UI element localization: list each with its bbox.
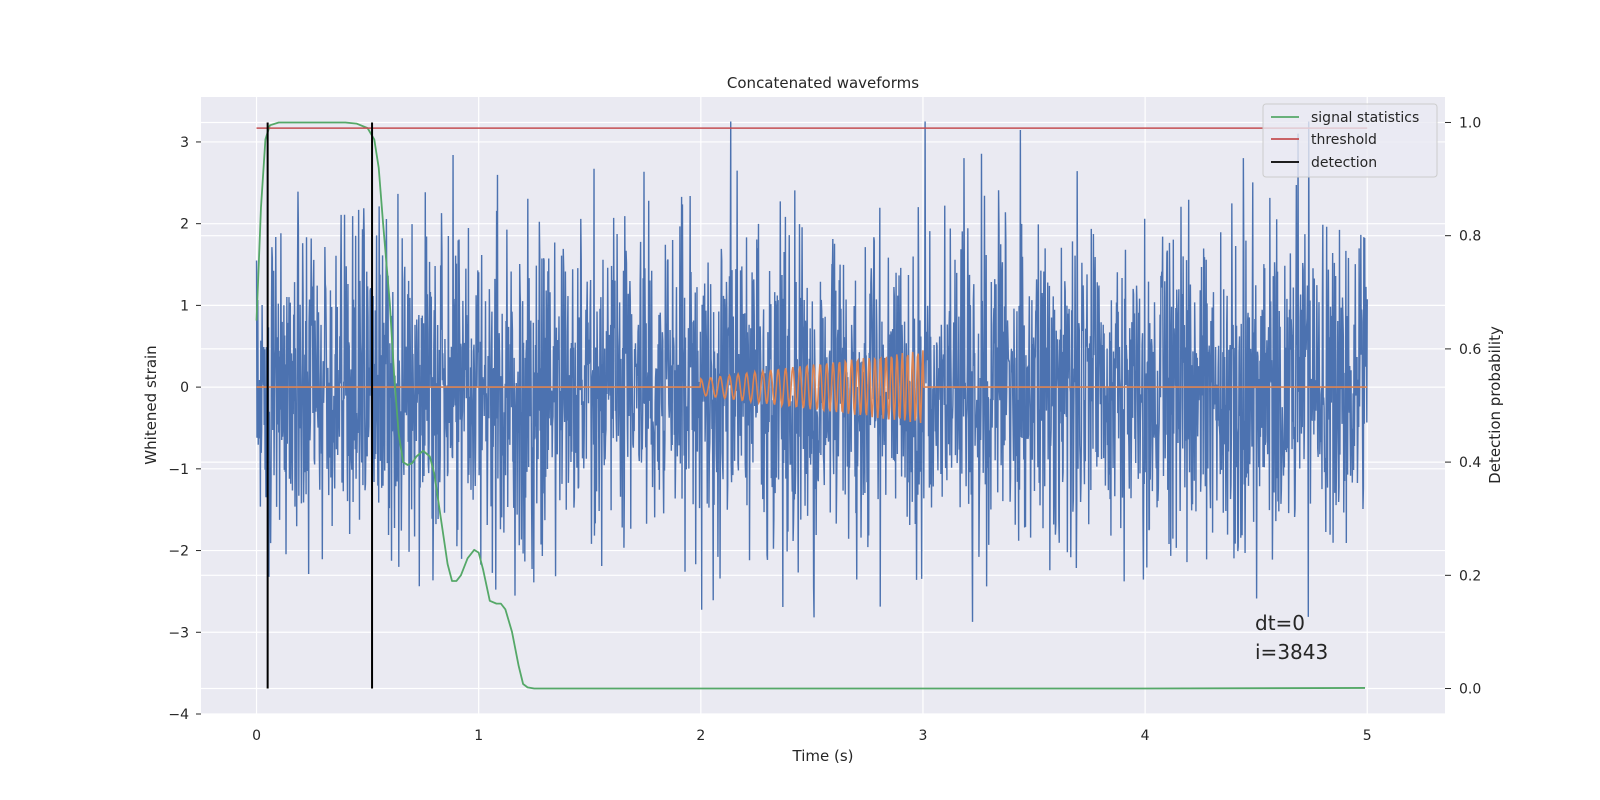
y-tick-label: 0 xyxy=(180,380,189,396)
y2-tick-label: 0.8 xyxy=(1459,229,1481,245)
y-tick-label: 2 xyxy=(180,217,189,233)
x-axis-label: Time (s) xyxy=(792,747,854,765)
annotation-i: i=3843 xyxy=(1255,640,1328,664)
axis-ticks: 0 1 2 3 4 5 −4 −3 −2 −1 0 1 2 3 0.0 0.2 0.4 0.6 0.8 1.0 xyxy=(168,115,1481,744)
y-tick-label: −2 xyxy=(168,544,189,560)
signal-statistics-line xyxy=(255,121,1366,690)
x-tick-label: 1 xyxy=(474,728,483,744)
legend-label-detection: detection xyxy=(1311,155,1377,171)
legend-label-threshold: threshold xyxy=(1311,132,1377,148)
y2-tick-label: 1.0 xyxy=(1459,115,1481,131)
x-tick-label: 0 xyxy=(252,728,261,744)
y-tick-label: −4 xyxy=(168,707,189,723)
x-tick-label: 2 xyxy=(696,728,705,744)
y2-tick-label: 0.6 xyxy=(1459,342,1481,358)
y-axis-label: Whitened strain xyxy=(142,345,160,464)
y2-axis-label: Detection probability xyxy=(1486,326,1504,484)
y-tick-label: 3 xyxy=(180,135,189,151)
x-tick-label: 3 xyxy=(919,728,928,744)
chart-title: Concatenated waveforms xyxy=(727,74,919,92)
y2-tick-label: 0.2 xyxy=(1459,568,1481,584)
y-tick-label: −1 xyxy=(168,462,189,478)
y2-tick-label: 0.0 xyxy=(1459,682,1481,698)
legend: signal statistics threshold detection xyxy=(1262,103,1438,178)
y-tick-label: −3 xyxy=(168,625,189,641)
y-tick-label: 1 xyxy=(180,298,189,314)
x-tick-label: 5 xyxy=(1363,728,1372,744)
legend-box xyxy=(1262,103,1438,178)
legend-label-signal-statistics: signal statistics xyxy=(1311,110,1419,126)
stats-series xyxy=(255,121,1368,690)
annotation-dt: dt=0 xyxy=(1255,611,1305,635)
injected-signal-series xyxy=(256,350,1368,424)
y2-tick-label: 0.4 xyxy=(1459,455,1481,471)
injected-signal-line xyxy=(256,350,1368,424)
x-tick-label: 4 xyxy=(1141,728,1150,744)
